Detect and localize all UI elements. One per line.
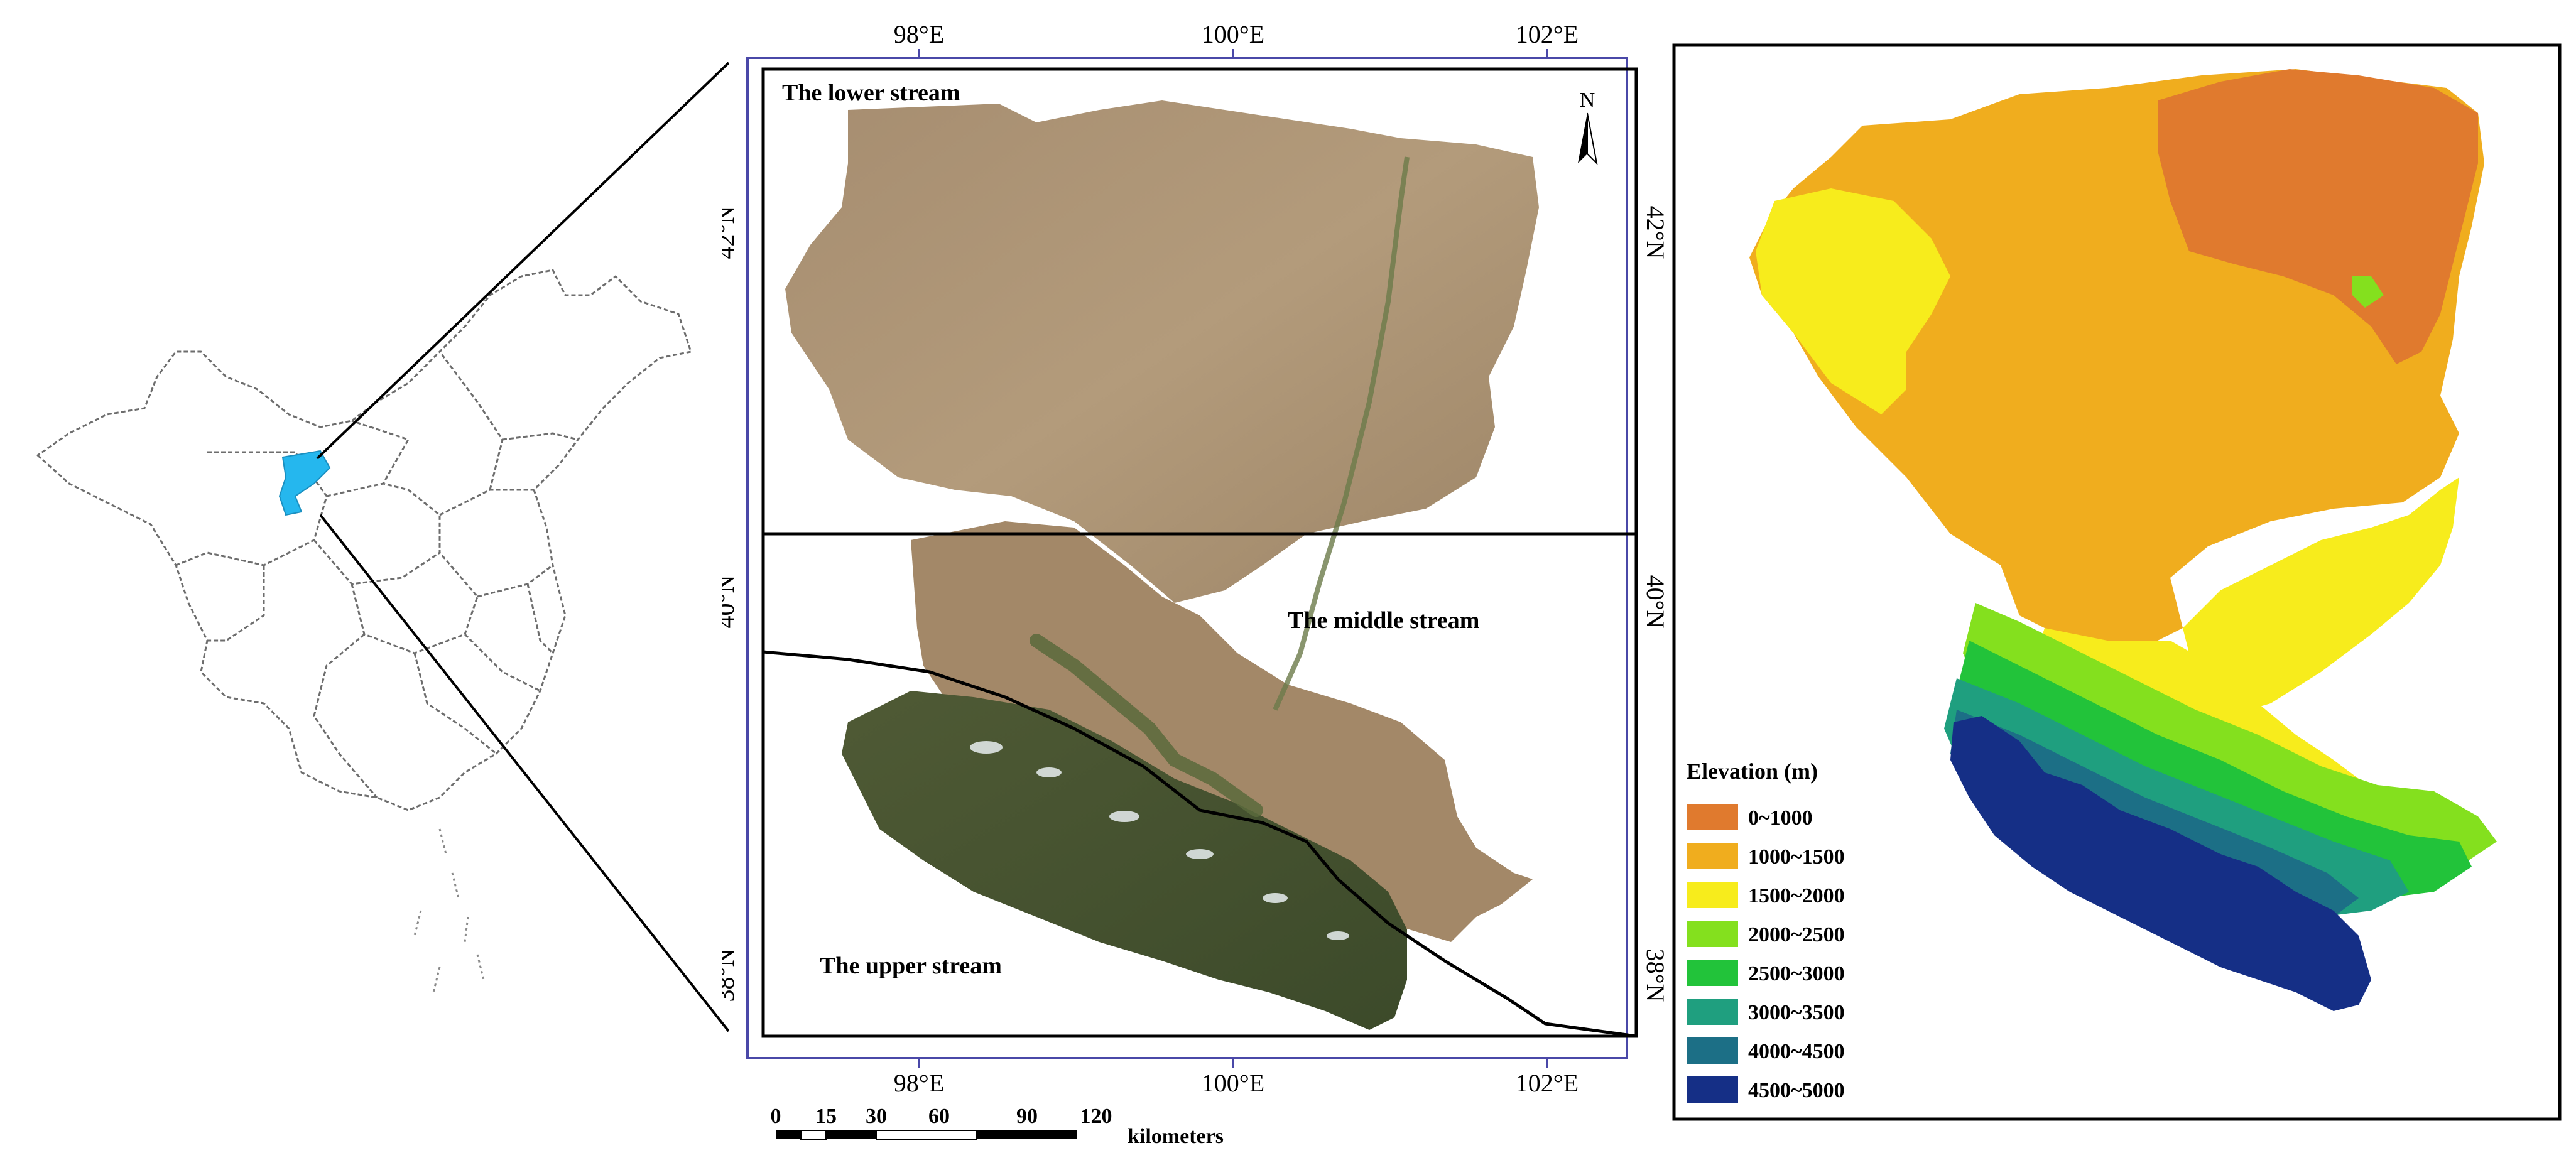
legend-label: 3000~3500 — [1748, 1001, 1845, 1024]
top-lon-102: 102°E — [1516, 20, 1579, 48]
left-lat-38: 38°N — [722, 949, 739, 1002]
oasis-vegetation — [1030, 634, 1263, 817]
bottom-lon-102: 102°E — [1516, 1069, 1579, 1097]
snow-patches — [970, 741, 1349, 940]
left-lat-42: 42°N — [722, 206, 739, 259]
china-outline — [36, 269, 692, 811]
satellite-map-panel: N 98°E 100°E 102°E 98°E 100°E 102°E 42°N… — [722, 20, 1665, 1148]
scale-tick-120: 120 — [1080, 1105, 1112, 1128]
province-borders — [175, 351, 579, 798]
middle-stream-label: The middle stream — [1288, 607, 1479, 634]
top-lon-100: 100°E — [1202, 20, 1264, 48]
middle-upper-stream-box — [761, 532, 1638, 1038]
elevation-3000-3500 — [1944, 678, 2409, 917]
scale-tick-0: 0 — [771, 1105, 781, 1128]
right-lat-42: 42°N — [1641, 206, 1665, 259]
legend-swatch — [1687, 1037, 1738, 1064]
scale-tick-60: 60 — [928, 1105, 950, 1128]
elevation-1500-2000 — [1756, 188, 2459, 785]
heihe-basin-highlight — [278, 450, 331, 516]
elevation-legend: Elevation (m) 0~1000 1000~1500 1500~2000 20… — [1687, 759, 1845, 1103]
zoom-connector-bottom — [319, 514, 729, 1032]
china-locator-map — [36, 62, 729, 1032]
legend-label: 0~1000 — [1748, 806, 1813, 830]
legend-swatch — [1687, 1076, 1738, 1103]
legend-label: 1500~2000 — [1748, 884, 1845, 907]
scale-bar: 0 15 30 60 90 120 kilometers — [771, 1105, 1224, 1148]
left-lat-40: 40°N — [722, 575, 739, 629]
legend-swatch — [1687, 882, 1738, 908]
elevation-2500-3000 — [1957, 641, 2472, 898]
top-lon-98: 98°E — [894, 20, 944, 48]
upper-middle-boundary — [763, 650, 1637, 1038]
upper-stream-label: The upper stream — [820, 953, 1002, 979]
right-lat-40: 40°N — [1641, 575, 1665, 629]
legend-swatch — [1687, 843, 1738, 869]
zoom-connector-top — [316, 62, 729, 460]
south-china-sea-islands — [413, 828, 485, 993]
scale-tick-15: 15 — [815, 1105, 837, 1128]
legend-label: 4000~4500 — [1748, 1040, 1845, 1063]
legend-label: 1000~1500 — [1748, 845, 1845, 869]
scale-tick-90: 90 — [1016, 1105, 1038, 1128]
legend-label: 2000~2500 — [1748, 923, 1845, 946]
legend-title: Elevation (m) — [1687, 759, 1818, 784]
elevation-map-panel: Elevation (m) 0~1000 1000~1500 1500~2000 20… — [1672, 43, 2562, 1121]
legend-label: 2500~3000 — [1748, 962, 1845, 985]
middle-basin-imagery — [911, 521, 1533, 942]
upper-basin-imagery — [842, 691, 1407, 1030]
legend-swatch — [1687, 921, 1738, 947]
legend-label: 4500~5000 — [1748, 1079, 1845, 1102]
legend-swatch — [1687, 999, 1738, 1025]
legend-swatch — [1687, 804, 1738, 830]
right-lat-38: 38°N — [1641, 949, 1665, 1002]
north-label: N — [1580, 89, 1595, 112]
lower-stream-label: The lower stream — [782, 80, 960, 106]
bottom-lon-98: 98°E — [894, 1069, 944, 1097]
scale-tick-30: 30 — [866, 1105, 887, 1128]
north-arrow-icon: N — [1578, 89, 1598, 165]
river-channel — [1273, 156, 1410, 711]
scale-unit: kilometers — [1128, 1125, 1224, 1148]
elevation-4500-5000 — [1950, 716, 2371, 1011]
bottom-lon-100: 100°E — [1202, 1069, 1264, 1097]
elevation-0-1000 — [2158, 69, 2478, 364]
legend-swatch — [1687, 960, 1738, 986]
